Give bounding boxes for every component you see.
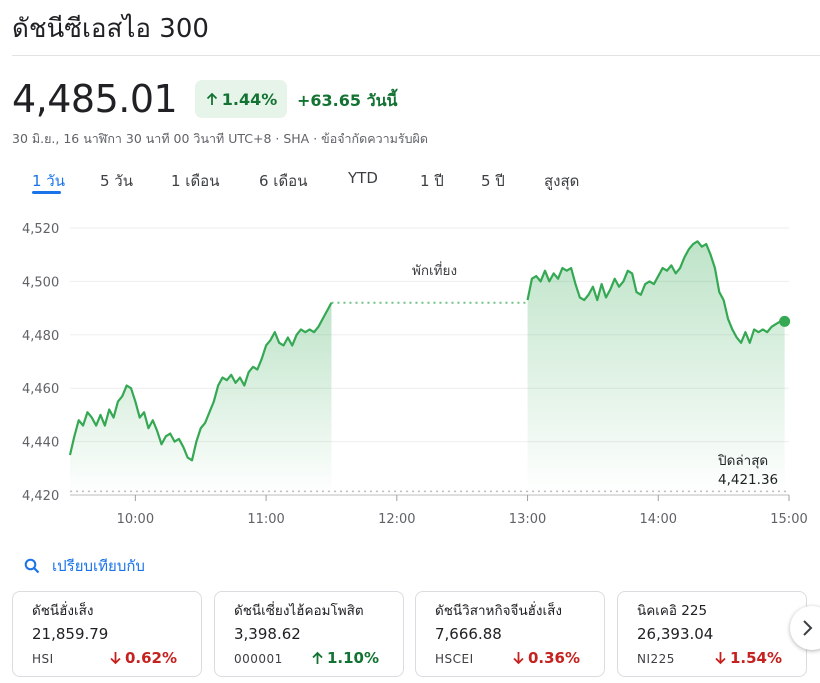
price-change-value: +63.65 (297, 91, 362, 110)
card-change: 0.62% (109, 649, 177, 667)
range-tabs: 1 วัน 5 วัน 1 เดือน 6 เดือน YTD 1 ปี 5 ป… (0, 169, 820, 195)
lunch-break-label: พักเที่ยง (412, 261, 457, 279)
active-tab-indicator (32, 191, 61, 194)
header-divider (12, 55, 820, 56)
card-ticker: HSI (32, 652, 54, 666)
tab-max[interactable]: สูงสุด (544, 172, 580, 190)
card-name: ดัชนีวิสาหกิจจีนฮั่งเส็ง (435, 603, 562, 619)
y-tick-label: 4,520 (22, 222, 59, 237)
tab-5-days[interactable]: 5 วัน (100, 172, 133, 190)
morning-area (70, 302, 332, 495)
compare-card-000001[interactable]: ดัชนีเซี่ยงไฮ้คอมโพสิต 3,398.62 000001 1… (214, 591, 404, 677)
card-change-value: 1.10% (326, 649, 379, 667)
card-change-value: 1.54% (729, 649, 782, 667)
price-change-period: วันนี้ (366, 91, 398, 110)
quote-meta: 30 มิ.ย., 16 นาฬิกา 30 นาที 00 วินาที UT… (12, 131, 428, 146)
tab-6-months[interactable]: 6 เดือน (259, 172, 308, 190)
next-cards-button[interactable] (790, 606, 820, 650)
x-tick-label: 14:00 (640, 512, 677, 527)
card-change: 1.54% (714, 649, 782, 667)
card-name: ดัชนีเซี่ยงไฮ้คอมโพสิต (234, 603, 364, 619)
x-tick-label: 12:00 (378, 512, 415, 527)
tab-1-day[interactable]: 1 วัน (32, 172, 65, 190)
compare-card-hscei[interactable]: ดัชนีวิสาหกิจจีนฮั่งเส็ง 7,666.88 HSCEI … (415, 591, 605, 677)
price-chart[interactable]: 4,520 4,500 4,480 4,460 4,440 4,420 10:00 11:00… (0, 205, 820, 535)
search-icon (24, 558, 40, 574)
y-tick-label: 4,500 (22, 275, 59, 290)
y-tick-label: 4,480 (22, 329, 59, 344)
tab-5-years[interactable]: 5 ปี (481, 172, 505, 190)
compare-card-ni225[interactable]: นิคเคอิ 225 26,393.04 NI225 1.54% (617, 591, 807, 677)
x-tick-label: 13:00 (509, 512, 546, 527)
card-change: 0.36% (512, 649, 580, 667)
card-ticker: 000001 (234, 652, 283, 666)
y-tick-label: 4,440 (22, 436, 59, 451)
compare-label: เปรียบเทียบกับ (52, 557, 145, 575)
price-change: +63.65 วันนี้ (297, 89, 397, 114)
card-price: 7,666.88 (435, 625, 502, 643)
tab-1-year[interactable]: 1 ปี (420, 172, 444, 190)
card-name: ดัชนีฮั่งเส็ง (32, 603, 94, 619)
card-change: 1.10% (311, 649, 379, 667)
arrow-down-icon (715, 652, 726, 665)
chevron-right-icon (803, 620, 813, 636)
y-tick-label: 4,420 (22, 489, 59, 504)
compare-button[interactable]: เปรียบเทียบกับ (24, 554, 145, 578)
last-price-dot (779, 315, 791, 327)
x-tick-label: 11:00 (247, 512, 284, 527)
card-change-value: 0.36% (527, 649, 580, 667)
arrow-up-icon (206, 92, 217, 105)
afternoon-price-line (526, 240, 785, 344)
arrow-down-icon (110, 652, 121, 665)
afternoon-area (527, 241, 785, 495)
page-title: ดัชนีซีเอสไอ 300 (12, 14, 209, 44)
x-tick-label: 10:00 (117, 512, 154, 527)
tab-ytd[interactable]: YTD (348, 169, 378, 187)
card-change-value: 0.62% (124, 649, 177, 667)
card-price: 3,398.62 (234, 625, 301, 643)
card-price: 21,859.79 (32, 625, 109, 643)
card-price: 26,393.04 (637, 625, 714, 643)
tab-1-month[interactable]: 1 เดือน (171, 172, 220, 190)
y-tick-label: 4,460 (22, 382, 59, 397)
x-tick-label: 15:00 (770, 512, 807, 527)
arrow-up-icon (312, 651, 323, 664)
current-price: 4,485.01 (12, 77, 178, 121)
morning-price-line (68, 302, 333, 462)
arrow-down-icon (513, 652, 524, 665)
percent-change-badge: 1.44% (195, 80, 287, 118)
card-ticker: HSCEI (435, 652, 474, 666)
card-ticker: NI225 (637, 652, 675, 666)
percent-change-value: 1.44% (221, 89, 278, 109)
card-name: นิคเคอิ 225 (637, 603, 708, 619)
compare-card-hsi[interactable]: ดัชนีฮั่งเส็ง 21,859.79 HSI 0.62% (12, 591, 202, 677)
